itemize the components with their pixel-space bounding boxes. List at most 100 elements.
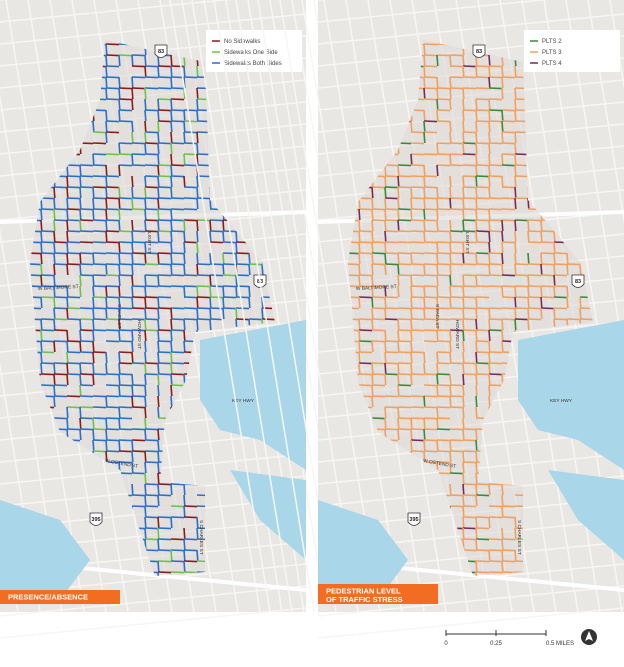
street-segment [144, 87, 147, 100]
street-segment [157, 219, 160, 232]
street-segment [261, 318, 275, 321]
street-segment [501, 329, 504, 342]
street-segment [79, 318, 94, 321]
street-segment [170, 362, 173, 375]
street-segment [144, 296, 147, 309]
street-segment [131, 351, 134, 364]
street-segment [475, 164, 478, 177]
street-segment [514, 252, 517, 265]
street-segment [144, 230, 159, 233]
street-segment [462, 439, 477, 442]
street-segment [475, 274, 490, 277]
water [200, 320, 306, 470]
street-segment [183, 307, 198, 310]
street-segment [358, 384, 373, 387]
street-segment [540, 307, 543, 320]
street-segment [118, 340, 133, 343]
street-segment [131, 252, 146, 255]
street-segment [196, 318, 211, 321]
street-segment [92, 428, 95, 441]
street-segment [53, 208, 56, 221]
street-segment [170, 230, 173, 243]
street-segment [449, 76, 464, 79]
street-segment [475, 571, 478, 576]
street-segment [475, 219, 478, 232]
street-segment [131, 142, 146, 145]
street-segment [196, 153, 211, 156]
street-segment [540, 252, 543, 265]
street-segment [436, 252, 451, 255]
street-segment [170, 252, 173, 265]
street-segment [79, 417, 82, 430]
street-segment [475, 384, 478, 397]
street-segment [105, 197, 108, 210]
street-segment [157, 461, 160, 474]
street-segment [449, 230, 464, 233]
street-segment [410, 351, 413, 364]
street-segment [79, 186, 82, 199]
street-segment [488, 329, 491, 342]
street-segment [183, 560, 186, 573]
street-segment [157, 142, 160, 155]
street-segment [40, 285, 55, 288]
street-segment [475, 296, 490, 299]
street-segment [131, 285, 134, 298]
street-segment [40, 274, 43, 287]
street-segment [118, 307, 121, 320]
street-segment [157, 373, 160, 386]
street-segment [170, 164, 185, 167]
street-segment [397, 351, 412, 354]
street-segment [527, 296, 530, 309]
street-segment [66, 362, 81, 365]
street-segment [53, 285, 56, 298]
street-label: KEY HWY [232, 398, 255, 404]
street-segment [157, 560, 172, 563]
street-segment [371, 362, 386, 365]
street-segment [449, 241, 452, 254]
street-segment [358, 197, 373, 200]
road [317, 13, 624, 45]
street-segment [118, 186, 121, 199]
street-segment [196, 131, 199, 144]
street-segment [410, 252, 425, 255]
street-segment [384, 263, 387, 276]
street-segment [105, 65, 108, 78]
street-segment [449, 340, 452, 353]
street-segment [436, 197, 451, 200]
street-segment [436, 186, 439, 199]
street-segment [488, 384, 503, 387]
street-segment [144, 373, 147, 386]
street-segment [436, 461, 451, 464]
street-segment [196, 285, 199, 298]
street-segment [462, 329, 477, 332]
street-segment [423, 54, 438, 57]
highway-shield [472, 44, 486, 58]
street-segment [436, 164, 451, 167]
street-segment [423, 252, 438, 255]
street-segment [579, 318, 593, 321]
street-segment [66, 230, 69, 243]
street-segment [144, 186, 159, 189]
street-segment [449, 494, 464, 497]
street-segment [397, 373, 400, 386]
street-segment [475, 472, 478, 485]
street-segment [248, 296, 251, 309]
street-segment [384, 340, 387, 353]
street-segment [423, 87, 426, 100]
street-segment [131, 241, 146, 244]
street-segment [118, 439, 121, 452]
street-segment [131, 230, 146, 233]
street-segment [118, 395, 133, 398]
street-segment [410, 285, 413, 298]
street-segment [131, 219, 134, 232]
street-segment [397, 274, 400, 287]
street-segment [79, 230, 94, 233]
street-segment [170, 109, 173, 122]
street-segment [540, 230, 555, 233]
street-segment [209, 219, 212, 232]
street-segment [183, 527, 186, 540]
street-segment [553, 274, 556, 287]
street-segment [488, 263, 503, 266]
street-segment [79, 274, 82, 287]
street-segment [40, 351, 43, 364]
